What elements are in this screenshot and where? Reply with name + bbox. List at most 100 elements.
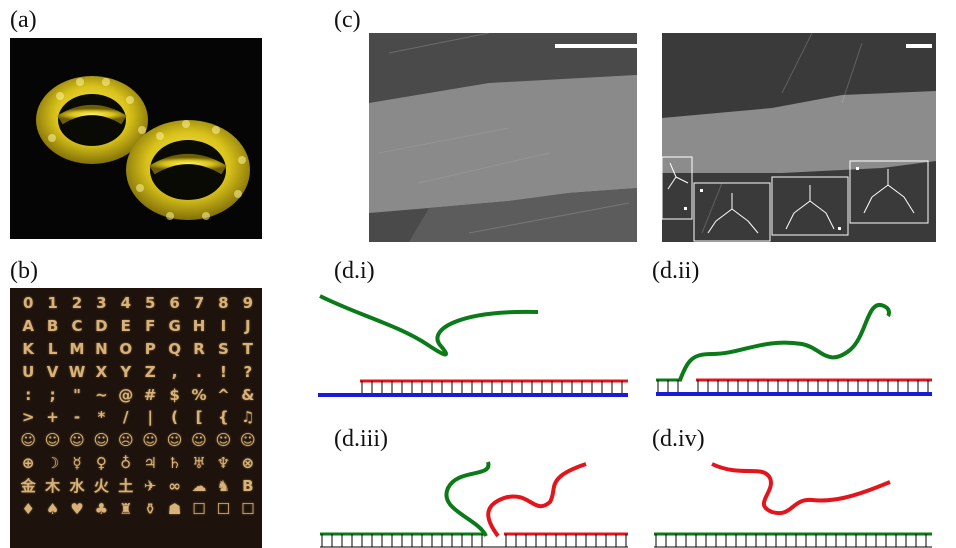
diagram-d-iv xyxy=(652,458,934,548)
afm-glyph: 1 xyxy=(47,293,58,312)
afm-glyph: B xyxy=(46,316,59,335)
afm-glyph: 6 xyxy=(169,293,180,312)
afm-glyph: ☿ xyxy=(72,454,82,473)
afm-glyph: 2 xyxy=(71,293,83,312)
released-strand-red xyxy=(711,462,891,516)
afm-glyph: [ xyxy=(195,408,203,427)
afm-glyph: R xyxy=(193,339,205,358)
afm-glyph: L xyxy=(47,339,58,358)
afm-glyph: U xyxy=(22,362,35,381)
tile-schematic-overlay xyxy=(662,156,929,242)
diagram-d-i xyxy=(318,290,630,402)
afm-glyph: A xyxy=(22,316,34,335)
afm-glyph: : xyxy=(25,385,32,404)
afm-glyph: % xyxy=(191,385,207,404)
panel-label-a: (a) xyxy=(10,7,37,33)
afm-glyph: 木 xyxy=(45,477,61,496)
afm-glyph: I xyxy=(220,316,227,335)
afm-glyph: ∞ xyxy=(168,477,181,496)
afm-glyph: ♅ xyxy=(192,454,206,473)
afm-glyph: 水 xyxy=(69,477,85,496)
afm-3d-image xyxy=(10,38,262,239)
afm-glyph: F xyxy=(145,316,156,335)
afm-glyph: | xyxy=(147,408,153,427)
afm-glyph: & xyxy=(241,385,255,404)
afm-glyph: 0 xyxy=(22,293,34,312)
afm-glyph: ☺ xyxy=(44,431,61,450)
afm-glyph: 8 xyxy=(218,293,229,312)
afm-glyph: 9 xyxy=(242,293,253,312)
afm-glyph: - xyxy=(73,408,81,427)
panel-label-c: (c) xyxy=(334,7,361,33)
glyph-grid: 0 1 2 3 4 5 6 7 8 9 A B C D E F G H I J K L M N O P Q R S T U V W X Y Z,.!?… xyxy=(16,292,260,544)
base-pair-rungs xyxy=(361,381,623,393)
afm-glyph: 4 xyxy=(120,293,131,312)
afm-glyph: ☺ xyxy=(166,431,183,450)
afm-glyph: ☺ xyxy=(93,431,110,450)
panel-label-d-iii: (d.iii) xyxy=(334,426,388,452)
afm-glyph: K xyxy=(22,339,34,358)
afm-glyph: ♫ xyxy=(241,408,255,427)
afm-glyph: ☐ xyxy=(216,500,231,519)
displaced-strand-red xyxy=(486,462,587,538)
afm-glyph: { xyxy=(218,408,229,427)
afm-glyph: ☺ xyxy=(69,431,85,450)
afm-glyph: ♣ xyxy=(94,500,109,519)
afm-glyph: J xyxy=(244,316,251,335)
afm-glyph: . xyxy=(196,362,202,381)
displaced-strand-green xyxy=(444,461,491,538)
afm-scan-left xyxy=(369,33,637,242)
afm-glyph: ☗ xyxy=(167,500,182,519)
afm-glyph: ☁ xyxy=(191,477,207,496)
afm-glyph: ♜ xyxy=(119,500,133,519)
afm-glyph: ♁ xyxy=(120,454,132,473)
afm-glyph: Q xyxy=(168,339,181,358)
afm-glyph: N xyxy=(95,339,108,358)
panel-label-b: (b) xyxy=(10,258,38,284)
afm-glyph: * xyxy=(97,408,106,427)
afm-glyph: 7 xyxy=(193,293,205,312)
afm-glyph: Y xyxy=(120,362,132,381)
afm-glyph: D xyxy=(95,316,108,335)
afm-glyph: > xyxy=(21,408,35,427)
afm-glyph: ☹ xyxy=(117,431,134,450)
afm-glyph: B xyxy=(242,477,254,496)
afm-glyph: E xyxy=(120,316,131,335)
afm-glyph: ♄ xyxy=(167,454,182,473)
afm-glyph: ♞ xyxy=(216,477,231,496)
panel-label-d-iv: (d.iv) xyxy=(652,426,705,452)
afm-glyph: G xyxy=(168,316,181,335)
afm-glyph: ♥ xyxy=(70,500,84,519)
afm-glyph: ~ xyxy=(95,385,108,404)
afm-glyph: Z xyxy=(144,362,156,381)
afm-glyph: V xyxy=(46,362,59,381)
afm-glyph: ; xyxy=(49,385,56,404)
afm-glyph: W xyxy=(68,362,86,381)
afm-glyph: ♀ xyxy=(95,454,107,473)
base-pair-rungs xyxy=(657,380,929,392)
afm-glyph: X xyxy=(95,362,108,381)
afm-glyph: C xyxy=(71,316,83,335)
afm-glyph: ^ xyxy=(217,385,230,404)
afm-glyph: ☐ xyxy=(192,500,206,519)
afm-glyph: ✈ xyxy=(143,477,157,496)
afm-glyph: 火 xyxy=(93,477,109,496)
afm-glyph: ☺ xyxy=(239,431,256,450)
afm-glyph: + xyxy=(46,408,59,427)
base-pair-rungs xyxy=(321,534,627,547)
afm-glyph: @ xyxy=(118,385,134,404)
afm-glyph: O xyxy=(119,339,133,358)
base-pair-rungs xyxy=(655,534,927,547)
afm-glyph: , xyxy=(171,362,178,381)
afm-glyph: S xyxy=(217,339,229,358)
free-strand-green xyxy=(319,294,539,357)
afm-glyph: " xyxy=(73,385,81,404)
scale-bar xyxy=(906,44,932,48)
panel-label-d-ii: (d.ii) xyxy=(652,258,700,284)
afm-glyph: ☺ xyxy=(191,431,207,450)
afm-glyph-grid-image: 0 1 2 3 4 5 6 7 8 9 A B C D E F G H I J K L M N O P Q R S T U V W X Y Z,.!?… xyxy=(10,288,262,548)
afm-glyph: $ xyxy=(169,385,180,404)
diagram-d-ii xyxy=(652,298,934,402)
afm-glyph: ⚱ xyxy=(143,500,157,519)
afm-glyph: ⊗ xyxy=(241,454,255,473)
